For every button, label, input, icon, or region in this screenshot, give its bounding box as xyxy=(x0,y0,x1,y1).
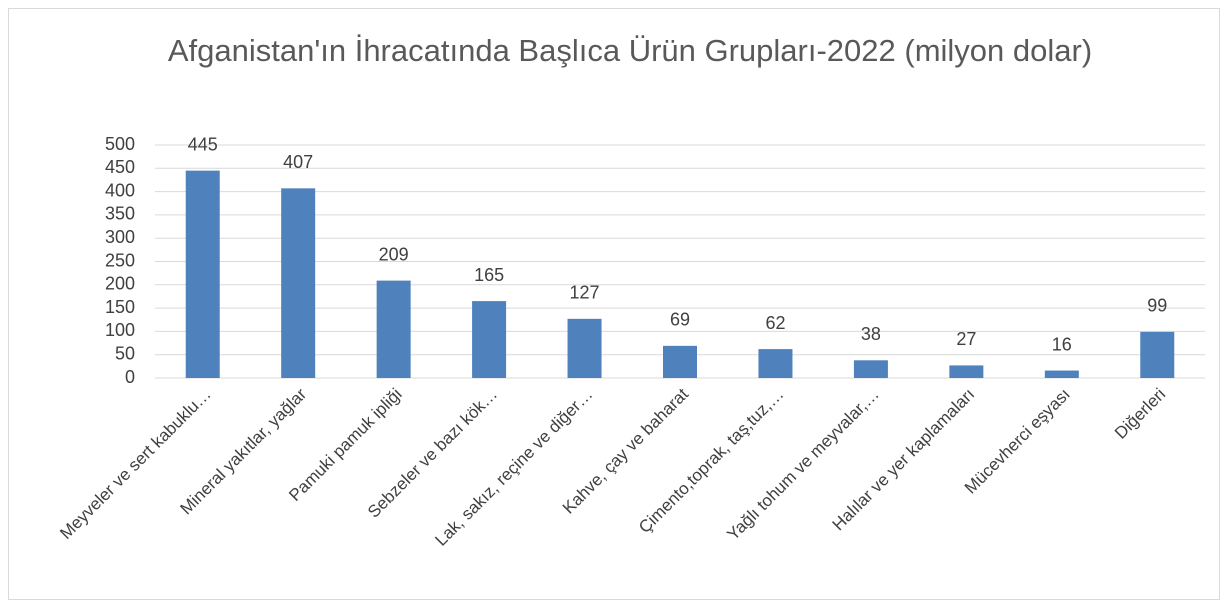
data-label: 27 xyxy=(956,329,976,349)
data-label: 99 xyxy=(1147,296,1167,316)
data-label: 127 xyxy=(570,283,600,303)
bar xyxy=(1044,370,1079,378)
y-tick-label: 350 xyxy=(105,204,135,224)
chart-title: Afganistan'ın İhracatında Başlıca Ürün G… xyxy=(167,33,1093,68)
bar xyxy=(758,349,793,378)
y-tick-label: 250 xyxy=(105,250,135,270)
y-tick-label: 450 xyxy=(105,157,135,177)
bar xyxy=(567,318,602,378)
y-tick-label: 100 xyxy=(105,320,135,340)
y-tick-label: 200 xyxy=(105,274,135,294)
y-tick-label: 150 xyxy=(105,297,135,317)
data-label: 407 xyxy=(283,152,313,172)
bar xyxy=(1140,331,1175,378)
bar xyxy=(281,188,316,378)
bar xyxy=(663,345,697,378)
bar xyxy=(949,365,984,378)
y-tick-label: 400 xyxy=(105,180,135,200)
data-label: 165 xyxy=(474,265,504,285)
data-label: 445 xyxy=(188,134,218,154)
data-label: 69 xyxy=(670,310,690,330)
bar xyxy=(472,301,507,378)
data-label: 16 xyxy=(1052,334,1072,354)
data-label: 38 xyxy=(861,324,881,344)
data-label: 62 xyxy=(765,313,785,333)
bar xyxy=(376,280,411,378)
y-tick-label: 50 xyxy=(115,343,135,363)
y-tick-label: 500 xyxy=(105,134,135,154)
y-tick-label: 300 xyxy=(105,227,135,247)
y-tick-label: 0 xyxy=(125,367,135,387)
data-label: 209 xyxy=(379,244,409,264)
bar xyxy=(853,360,888,378)
bar xyxy=(185,170,220,378)
